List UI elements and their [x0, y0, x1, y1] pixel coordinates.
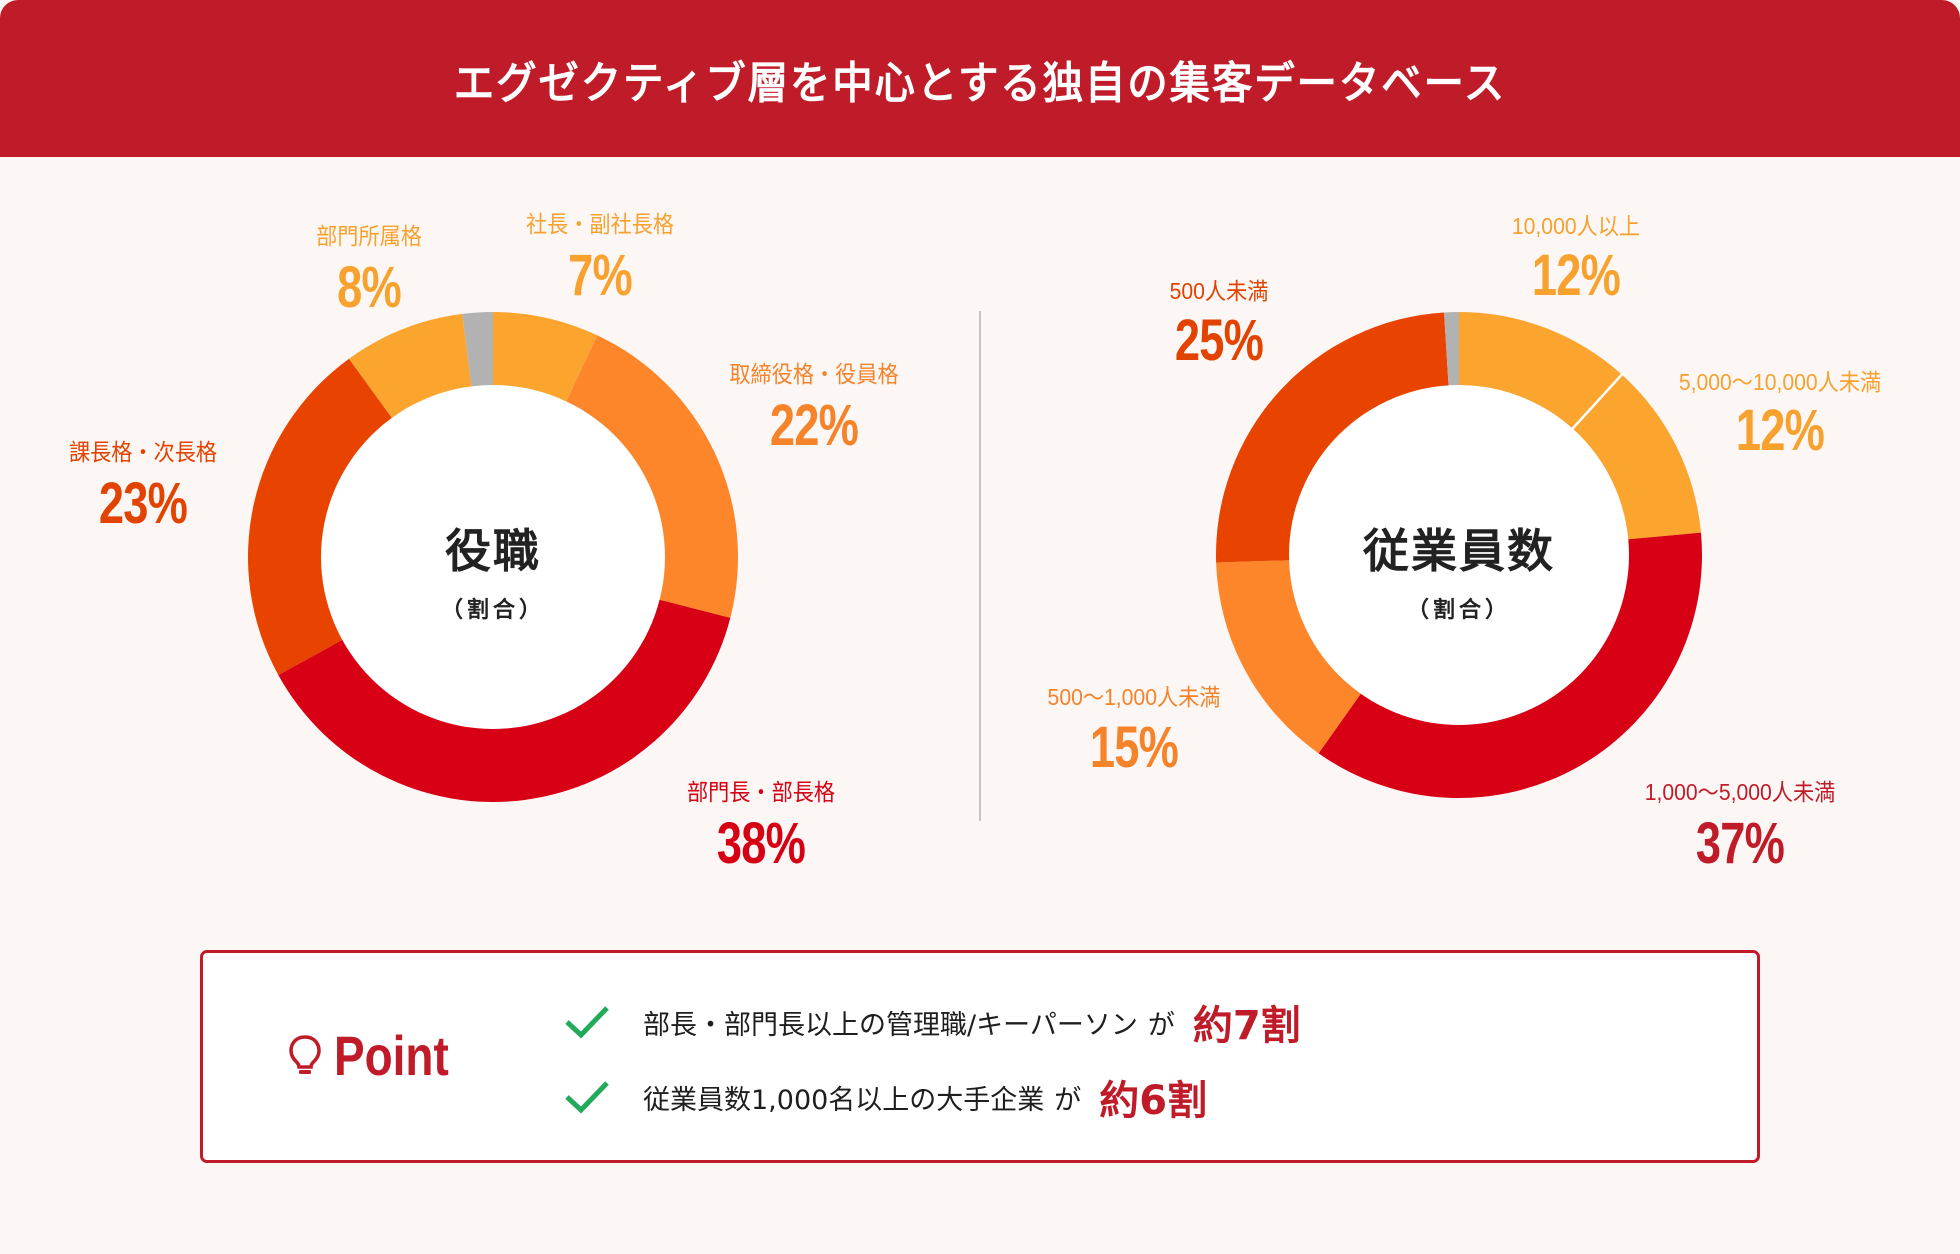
lightbulb-icon: [289, 1034, 321, 1074]
donut-hole: [321, 385, 665, 729]
point-item-text: 従業員数1,000名以上の大手企業: [643, 1084, 1045, 1116]
slice-label-1000-5000: 1,000〜5,000人未満: [1644, 779, 1836, 805]
slice-label-president: 社長・副社長格: [525, 211, 675, 237]
slice-value-department-head: 38%: [716, 811, 806, 876]
slice-value-department-member: 8%: [337, 255, 402, 320]
check-icon: [565, 1081, 609, 1114]
slice-value-10000-plus: 12%: [1531, 243, 1621, 308]
slice-value-5000-10000: 12%: [1735, 398, 1825, 463]
donut-charts: [247, 312, 1702, 802]
point-item-text: 部長・部門長以上の管理職/キーパーソン: [643, 1009, 1138, 1041]
slice-label-5000-10000: 5,000〜10,000人未満: [1678, 369, 1882, 395]
slice-label-director: 取締役格・役員格: [729, 361, 899, 387]
point-item-emphasis: 約7割: [1192, 1003, 1301, 1049]
donut-hole: [1289, 385, 1629, 725]
slice-label-department-member: 部門所属格: [316, 223, 422, 249]
slice-label-500-1000: 500〜1,000人未満: [1047, 684, 1221, 710]
point-item-connector: が: [1147, 1009, 1175, 1041]
donut-employee-chart: [1216, 312, 1702, 799]
donut-position-title: 役職: [445, 524, 541, 578]
point-item-emphasis: 約6割: [1099, 1078, 1208, 1124]
donut-employee-title: 従業員数: [1363, 524, 1555, 578]
slice-value-under-500: 25%: [1174, 308, 1264, 373]
point-item: 従業員数1,000名以上の大手企業 が 約6割: [563, 1068, 1207, 1126]
check-icon: [565, 1006, 609, 1039]
point-box: Point 部長・部門長以上の管理職/キーパーソン が 約7割 従業員数1,00…: [200, 950, 1760, 1163]
slice-label-section-chief: 課長格・次長格: [68, 439, 218, 465]
point-item: 部長・部門長以上の管理職/キーパーソン が 約7割: [563, 993, 1301, 1051]
donut-position-chart: [247, 312, 738, 802]
point-item-connector: が: [1054, 1084, 1082, 1116]
chart-divider: [979, 311, 981, 821]
slice-label-under-500: 500人未満: [1169, 278, 1269, 304]
donut-position-subtitle: （割合）: [440, 598, 545, 623]
slice-label-10000-plus: 10,000人以上: [1511, 213, 1641, 239]
slice-value-section-chief: 23%: [98, 471, 188, 536]
slice-value-director: 22%: [769, 393, 859, 458]
slice-value-500-1000: 15%: [1089, 715, 1179, 780]
header-banner: エグゼクティブ層を中心とする独自の集客データベース: [0, 0, 1960, 157]
point-heading: Point: [288, 1023, 474, 1088]
donut-employee-subtitle: （割合）: [1406, 598, 1511, 623]
slice-label-department-head: 部門長・部長格: [686, 779, 836, 805]
point-label: Point: [334, 1024, 449, 1087]
slice-value-president: 7%: [568, 243, 633, 308]
page-title: エグゼクティブ層を中心とする独自の集客データベース: [453, 57, 1507, 109]
slice-value-1000-5000: 37%: [1695, 811, 1785, 876]
